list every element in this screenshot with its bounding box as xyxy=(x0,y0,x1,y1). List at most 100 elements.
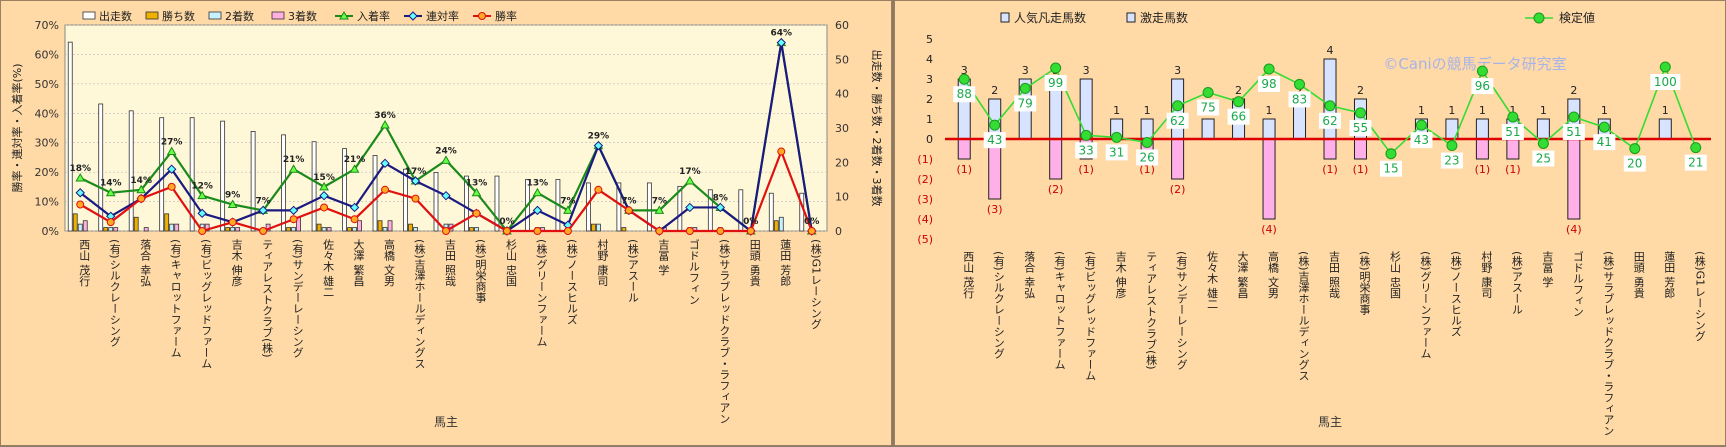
category-label: 西山 茂行 xyxy=(962,251,975,299)
category-label: 高橋 文男 xyxy=(1267,250,1280,299)
value-label: 100 xyxy=(1654,75,1677,89)
bar-出走数 xyxy=(250,131,256,232)
point-検定値 xyxy=(1385,148,1397,160)
value-label-box xyxy=(1684,154,1707,171)
bar-勝ち数 xyxy=(408,223,413,232)
bar-出走数 xyxy=(342,148,347,232)
y2-axis-label: 出走数・勝ち数・2着数・3着数 xyxy=(870,50,884,207)
bar-label-positive: 1 xyxy=(1509,104,1516,117)
data-label: 0% xyxy=(743,217,758,227)
point-検定値 xyxy=(1172,100,1184,112)
legend-swatch xyxy=(82,11,96,20)
y2-tick-label: 50 xyxy=(835,53,849,66)
category-label: 吉冨 学 xyxy=(657,239,670,276)
data-label: 7% xyxy=(621,196,636,206)
y2-tick-label: 30 xyxy=(835,122,849,135)
value-label: 43 xyxy=(987,133,1002,147)
category-label: (株)アスール xyxy=(626,239,639,303)
bar-激走馬数 xyxy=(1658,118,1672,140)
point-入着率 xyxy=(75,173,86,182)
bar-3着数 xyxy=(387,220,393,232)
data-label: 14% xyxy=(100,179,122,189)
y-tick-label: (5) xyxy=(917,233,933,246)
y-tick-label: 20% xyxy=(35,166,59,179)
point-入着率 xyxy=(105,187,116,197)
point-検定値 xyxy=(989,119,1001,131)
category-label: 杉山 忠国 xyxy=(504,238,517,287)
category-label: 村野 康司 xyxy=(596,238,609,287)
point-入着率 xyxy=(197,190,208,200)
value-label: 88 xyxy=(957,87,972,101)
bar-人気凡走馬数 xyxy=(1506,138,1520,160)
bar-label-positive: 1 xyxy=(1266,104,1273,117)
category-label: (株)グリーンファーム xyxy=(535,239,548,347)
bar-人気凡走馬数 xyxy=(1171,138,1185,180)
bar-label-positive: 3 xyxy=(961,64,968,77)
point-入着率 xyxy=(288,164,299,173)
value-label-box xyxy=(1075,142,1098,159)
bar-3着数 xyxy=(326,227,332,232)
category-label: 西山 茂行 xyxy=(78,239,91,287)
category-label: (有)シルクレーシング xyxy=(108,239,121,347)
bar-2着数 xyxy=(169,223,175,232)
data-label: 64% xyxy=(771,29,793,39)
bar-出走数 xyxy=(616,182,622,232)
category-label: 大澤 繁昌 xyxy=(352,238,365,287)
value-label: 23 xyxy=(1444,154,1459,168)
value-label-box xyxy=(1197,99,1220,116)
category-label: (有)キャロットファーム xyxy=(1053,251,1066,370)
data-label: 7% xyxy=(560,196,575,206)
point-入着率 xyxy=(471,187,482,197)
legend-marker xyxy=(478,12,486,20)
point-検定値 xyxy=(1202,87,1214,98)
bar-勝ち数 xyxy=(72,213,78,232)
legend-label: 2着数 xyxy=(225,9,254,23)
bar-激走馬数 xyxy=(1262,118,1276,140)
category-label: (有)シルクレーシング xyxy=(992,251,1005,359)
bar-出走数 xyxy=(464,175,469,232)
bar-勝ち数 xyxy=(773,220,779,232)
point-勝率 xyxy=(106,218,115,227)
category-label: ゴドルフィン xyxy=(687,238,700,305)
point-勝率 xyxy=(624,206,633,215)
value-label-box xyxy=(1166,112,1189,129)
value-label: 99 xyxy=(1048,76,1063,90)
point-入着率 xyxy=(441,155,451,164)
value-label: 25 xyxy=(1536,152,1551,166)
value-label-box xyxy=(1623,155,1646,172)
bar-3着数 xyxy=(357,220,362,232)
category-label: 田頭 勇貴 xyxy=(748,239,761,287)
bar-3着数 xyxy=(143,227,149,232)
category-label: 蓮田 芳郎 xyxy=(1663,250,1676,299)
x-axis-label: 馬主 xyxy=(434,415,458,429)
x-axis-label: 馬主 xyxy=(1318,415,1342,429)
category-label: (株)明栄商事 xyxy=(474,239,487,303)
data-label: 8% xyxy=(713,193,728,203)
point-検定値 xyxy=(1629,143,1641,155)
bar-勝ち数 xyxy=(286,227,292,232)
bar-label-positive: 1 xyxy=(1418,104,1425,117)
category-label: (株)サラブレッドクラブ・ラフィアン xyxy=(718,239,731,424)
value-label-box xyxy=(1319,112,1341,129)
point-検定値 xyxy=(1019,82,1031,94)
legend-label: 人気凡走馬数 xyxy=(1014,10,1086,25)
data-label: 18% xyxy=(69,164,91,174)
point-勝率 xyxy=(350,215,359,224)
bar-出走数 xyxy=(159,117,165,232)
category-label: 吉木 伸彦 xyxy=(1114,251,1127,299)
category-label: (株)吉澤ホールディングス xyxy=(1297,251,1310,381)
legend-swatch xyxy=(208,11,222,20)
value-label: 20 xyxy=(1627,157,1642,171)
value-label-box xyxy=(1105,144,1128,161)
bar-勝ち数 xyxy=(347,227,352,232)
bar-label-positive: 1 xyxy=(1540,104,1547,117)
value-label-box xyxy=(1136,149,1159,166)
bar-勝ち数 xyxy=(316,223,322,232)
value-label-box xyxy=(1650,74,1681,90)
category-label: (株)ノースヒルズ xyxy=(1449,251,1462,337)
bar-label-positive: 4 xyxy=(1327,44,1334,57)
point-勝率 xyxy=(563,227,572,235)
value-label: 41 xyxy=(1597,135,1612,149)
bar-label-positive: 1 xyxy=(1448,104,1455,117)
point-連対率 xyxy=(288,205,299,216)
